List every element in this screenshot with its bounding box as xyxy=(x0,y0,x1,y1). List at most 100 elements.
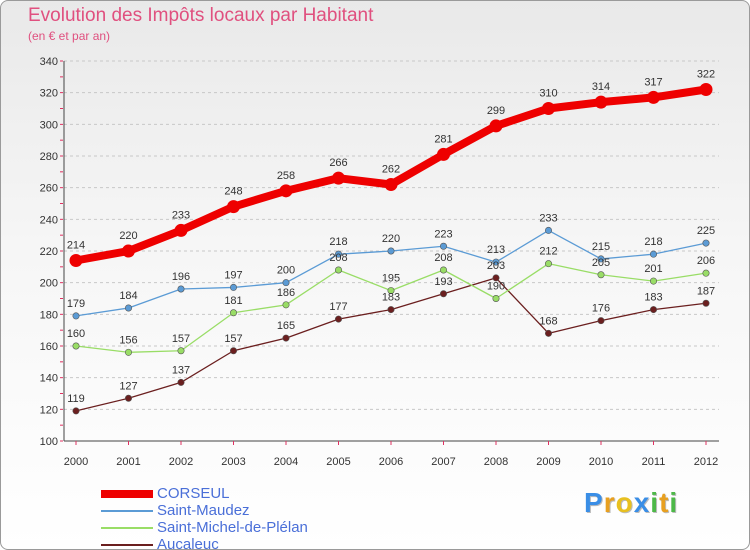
data-point xyxy=(489,119,503,133)
data-point xyxy=(544,226,552,234)
data-point xyxy=(649,306,657,314)
y-tick-label: 120 xyxy=(40,404,58,416)
data-point xyxy=(387,287,395,295)
y-tick-label: 300 xyxy=(40,119,58,131)
data-label: 322 xyxy=(697,69,715,81)
x-tick-label: 2012 xyxy=(694,456,718,468)
data-point xyxy=(439,266,447,274)
data-label: 137 xyxy=(172,364,190,376)
data-point xyxy=(177,285,185,293)
data-label: 220 xyxy=(382,233,400,245)
data-point xyxy=(437,147,450,161)
data-point xyxy=(72,407,80,415)
data-point xyxy=(649,277,657,285)
data-label: 119 xyxy=(67,393,85,405)
data-label: 212 xyxy=(539,246,557,258)
data-point xyxy=(702,239,710,247)
y-tick-label: 160 xyxy=(40,341,58,353)
data-label: 220 xyxy=(119,230,137,242)
data-point xyxy=(334,266,342,274)
y-tick-label: 280 xyxy=(40,151,58,163)
x-tick-label: 2010 xyxy=(589,456,613,468)
data-label: 183 xyxy=(382,292,400,304)
x-tick-label: 2007 xyxy=(431,456,455,468)
y-tick-label: 260 xyxy=(40,183,58,195)
x-tick-label: 2001 xyxy=(116,456,140,468)
data-point xyxy=(282,334,290,342)
data-point xyxy=(177,378,185,386)
data-label: 218 xyxy=(329,236,347,248)
brand-letter: P xyxy=(584,487,604,518)
data-point xyxy=(649,250,657,258)
data-label: 281 xyxy=(434,133,452,145)
x-tick-label: 2003 xyxy=(221,456,245,468)
data-label: 196 xyxy=(172,271,190,283)
data-label: 184 xyxy=(119,290,137,302)
data-label: 165 xyxy=(277,320,295,332)
data-label: 218 xyxy=(644,236,662,248)
data-point xyxy=(439,242,447,250)
brand-letter: r xyxy=(603,487,616,518)
y-tick-label: 340 xyxy=(40,56,58,68)
legend: CORSEUL Saint-Maudez Saint-Michel-de-Pléla… xyxy=(101,485,361,550)
data-label: 157 xyxy=(224,333,242,345)
legend-swatch xyxy=(101,527,153,529)
data-point xyxy=(597,317,605,325)
data-labels: 119 127 137 157 165 177 183 193 203 168 176 183 187 1… xyxy=(67,69,715,405)
data-label: 233 xyxy=(172,209,190,221)
data-label: 248 xyxy=(224,186,242,198)
data-point xyxy=(125,348,133,356)
legend-item: CORSEUL xyxy=(101,485,361,502)
data-label: 195 xyxy=(382,273,400,285)
x-tick-label: 2004 xyxy=(274,456,298,468)
data-point xyxy=(230,283,238,291)
data-point xyxy=(72,312,80,320)
data-point xyxy=(702,269,710,277)
data-point xyxy=(544,329,552,337)
data-point xyxy=(279,184,293,198)
data-point xyxy=(122,244,135,258)
legend-item: Saint-Maudez xyxy=(101,502,361,519)
legend-swatch xyxy=(101,544,153,546)
data-point xyxy=(387,247,395,255)
x-tick-label: 2008 xyxy=(484,456,508,468)
x-tick-label: 2011 xyxy=(642,456,666,468)
data-point xyxy=(72,342,80,350)
data-label: 266 xyxy=(329,157,347,169)
data-label: 208 xyxy=(434,252,452,264)
data-point xyxy=(492,294,500,302)
y-tick-label: 180 xyxy=(40,309,58,321)
data-label: 258 xyxy=(277,170,295,182)
brand-letter: o xyxy=(615,487,634,518)
data-label: 197 xyxy=(224,269,242,281)
data-label: 190 xyxy=(487,281,505,293)
legend-label: Saint-Maudez xyxy=(157,502,250,519)
data-label: 200 xyxy=(277,265,295,277)
data-point xyxy=(282,279,290,287)
data-point xyxy=(230,309,238,317)
y-tick-label: 220 xyxy=(40,246,58,258)
data-point xyxy=(647,90,660,104)
legend-item: Aucaleuc xyxy=(101,536,361,550)
data-label: 183 xyxy=(644,292,662,304)
data-point xyxy=(282,301,290,309)
data-label: 203 xyxy=(487,260,505,272)
data-label: 168 xyxy=(539,315,557,327)
legend-label: CORSEUL xyxy=(157,485,230,502)
y-tick-label: 320 xyxy=(40,88,58,100)
legend-label: Aucaleuc xyxy=(157,536,219,550)
brand-letter: t xyxy=(659,487,670,518)
legend-item: Saint-Michel-de-Plélan xyxy=(101,519,361,536)
data-point xyxy=(384,178,398,191)
legend-swatch xyxy=(101,510,153,512)
data-point xyxy=(125,304,133,312)
data-point xyxy=(334,250,342,258)
brand-letter: i xyxy=(650,487,660,518)
x-tick-label: 2005 xyxy=(326,456,350,468)
data-label: 299 xyxy=(487,105,505,117)
y-tick-label: 100 xyxy=(40,436,58,448)
data-point xyxy=(125,394,133,402)
data-label: 160 xyxy=(67,328,85,340)
data-label: 156 xyxy=(119,334,137,346)
